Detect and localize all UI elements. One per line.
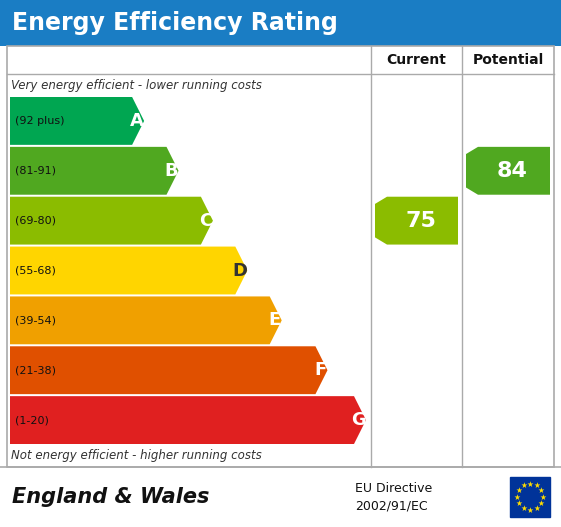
Text: Current: Current (387, 53, 447, 67)
Text: ★: ★ (540, 493, 546, 502)
Text: ★: ★ (538, 486, 545, 495)
Text: ★: ★ (533, 481, 540, 490)
Text: A: A (130, 112, 144, 130)
Text: EU Directive: EU Directive (355, 482, 432, 494)
Text: (39-54): (39-54) (15, 315, 56, 325)
Text: ★: ★ (516, 499, 522, 508)
Polygon shape (10, 197, 213, 245)
Text: Potential: Potential (472, 53, 544, 67)
Bar (510, 477, 550, 517)
Bar (7, 46, 554, 467)
Polygon shape (10, 346, 328, 394)
Polygon shape (10, 396, 366, 444)
Text: D: D (233, 261, 247, 279)
Text: (81-91): (81-91) (15, 166, 56, 176)
Text: (92 plus): (92 plus) (15, 116, 65, 126)
Polygon shape (375, 197, 458, 245)
Text: ★: ★ (520, 504, 527, 513)
Text: (55-68): (55-68) (15, 266, 56, 276)
Text: 84: 84 (496, 161, 527, 181)
Bar (0, 0, 561, 46)
Text: 75: 75 (405, 211, 436, 231)
Text: G: G (351, 411, 366, 429)
Text: (1-20): (1-20) (15, 415, 49, 425)
Text: ★: ★ (527, 505, 534, 514)
Polygon shape (10, 147, 178, 194)
Text: C: C (199, 212, 213, 230)
Text: F: F (314, 361, 327, 379)
Text: England & Wales: England & Wales (12, 487, 209, 507)
Text: E: E (268, 311, 280, 329)
Text: ★: ★ (538, 499, 545, 508)
Polygon shape (10, 296, 282, 344)
Text: ★: ★ (533, 504, 540, 513)
Text: Energy Efficiency Rating: Energy Efficiency Rating (12, 11, 338, 35)
Text: 2002/91/EC: 2002/91/EC (355, 500, 427, 512)
Text: (21-38): (21-38) (15, 365, 56, 375)
Text: ★: ★ (527, 480, 534, 489)
Text: Not energy efficient - higher running costs: Not energy efficient - higher running co… (11, 450, 262, 463)
Text: ★: ★ (520, 481, 527, 490)
Polygon shape (466, 147, 550, 194)
Polygon shape (10, 247, 247, 295)
Polygon shape (10, 97, 144, 145)
Text: (69-80): (69-80) (15, 216, 56, 226)
Text: ★: ★ (516, 486, 522, 495)
Text: B: B (164, 162, 178, 180)
Text: ★: ★ (513, 493, 521, 502)
Text: Very energy efficient - lower running costs: Very energy efficient - lower running co… (11, 79, 262, 92)
